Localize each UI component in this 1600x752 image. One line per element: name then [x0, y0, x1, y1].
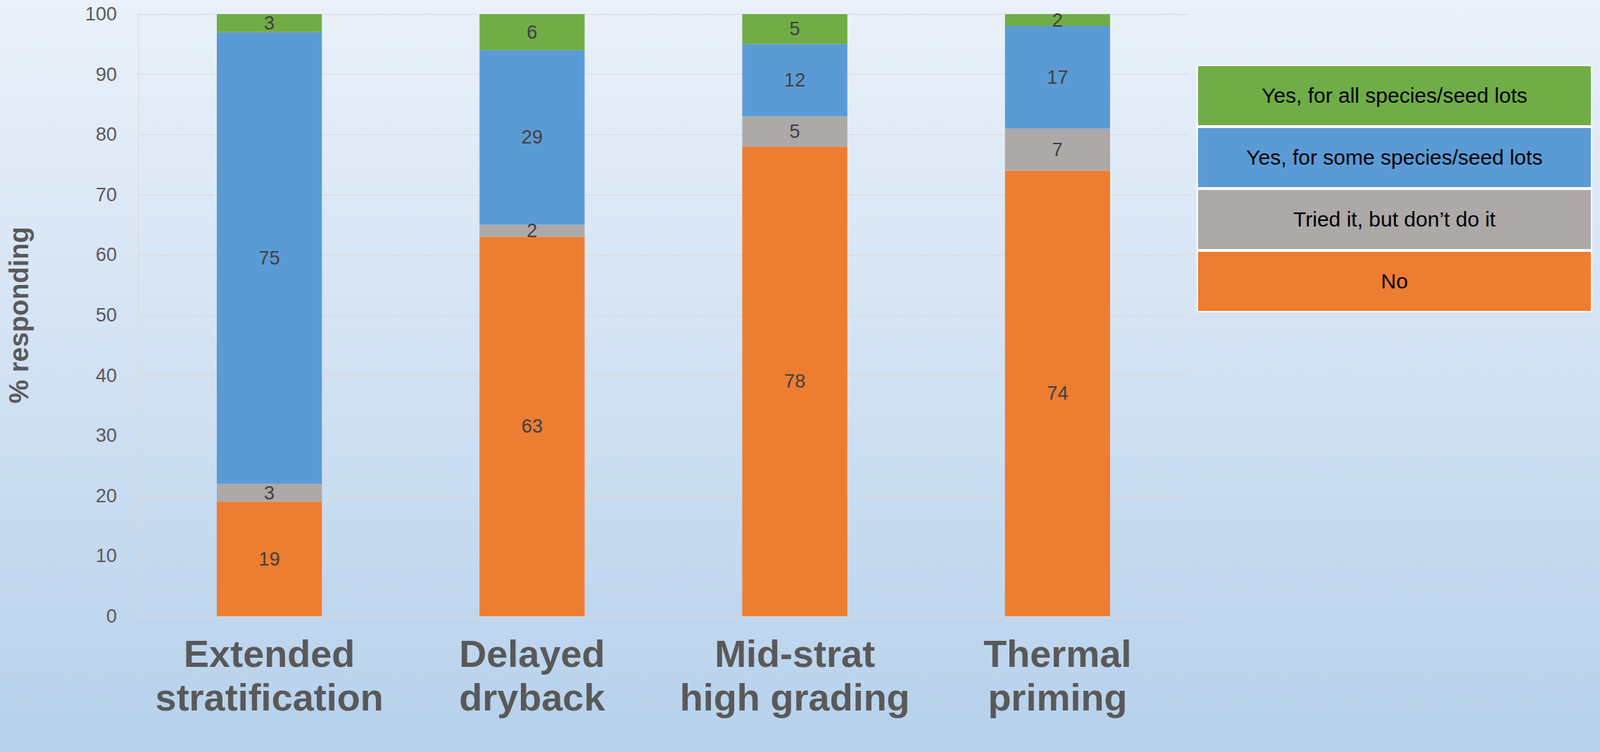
svg-text:5: 5	[789, 18, 801, 40]
svg-text:0: 0	[106, 606, 117, 628]
svg-text:Delayed: Delayed	[458, 632, 605, 676]
svg-text:6: 6	[526, 21, 538, 43]
svg-text:5: 5	[789, 121, 801, 143]
svg-text:75: 75	[259, 247, 281, 269]
svg-text:Mid-strat: Mid-strat	[714, 632, 875, 676]
svg-text:Thermal: Thermal	[983, 632, 1132, 676]
html-text:Yes, for some species/seed lot: Yes, for some species/seed lots	[1246, 145, 1543, 169]
svg-text:90: 90	[95, 64, 117, 86]
svg-text:50: 50	[95, 304, 117, 326]
svg-text:80: 80	[95, 123, 117, 146]
svg-text:dryback: dryback	[458, 676, 606, 719]
svg-text:70: 70	[95, 184, 117, 206]
svg-text:40: 40	[95, 365, 117, 387]
html-text:Tried it, but don’t do it: Tried it, but don’t do it	[1293, 207, 1496, 231]
html-text:Yes, for all species/seed lots: Yes, for all species/seed lots	[1261, 83, 1528, 107]
svg-text:% responding: % responding	[4, 226, 34, 404]
svg-text:60: 60	[95, 244, 117, 266]
html-text:No: No	[1380, 269, 1408, 293]
svg-text:78: 78	[784, 370, 806, 393]
svg-text:17: 17	[1046, 66, 1068, 88]
svg-text:high grading: high grading	[679, 676, 911, 719]
svg-text:7: 7	[1052, 139, 1063, 161]
svg-text:19: 19	[259, 549, 281, 571]
svg-text:priming: priming	[987, 676, 1127, 719]
svg-text:30: 30	[95, 425, 117, 447]
svg-text:29: 29	[521, 126, 543, 148]
svg-text:2: 2	[526, 220, 538, 242]
svg-text:Extended: Extended	[183, 632, 355, 676]
svg-text:10: 10	[95, 545, 117, 567]
svg-text:3: 3	[263, 482, 275, 505]
svg-text:100: 100	[85, 3, 117, 25]
svg-text:3: 3	[263, 12, 275, 34]
svg-text:2: 2	[1052, 9, 1063, 31]
svg-text:stratification: stratification	[155, 676, 384, 719]
svg-text:74: 74	[1046, 382, 1068, 405]
svg-text:12: 12	[784, 69, 806, 91]
svg-text:20: 20	[95, 485, 117, 507]
svg-text:63: 63	[521, 416, 543, 438]
